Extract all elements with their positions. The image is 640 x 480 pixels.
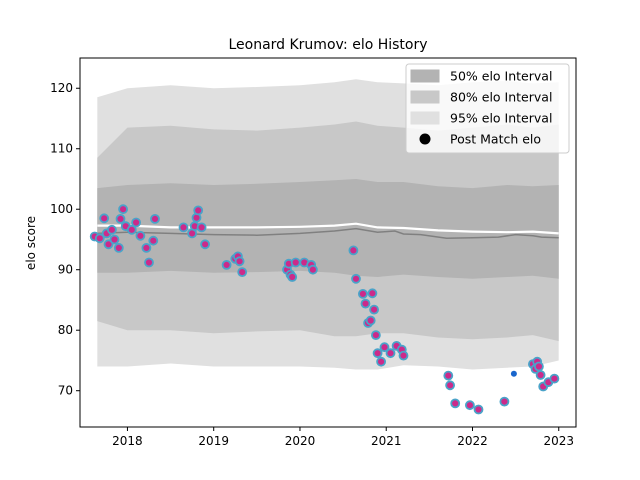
post-match-elo-point: [499, 396, 510, 407]
post-match-elo-point: [115, 213, 126, 224]
chart-title: Leonard Krumov: elo History: [228, 37, 427, 53]
band-50-interval: [97, 179, 559, 279]
legend-label: 80% elo Interval: [450, 90, 552, 105]
post-match-elo-point: [109, 234, 120, 245]
y-tick-label: 80: [58, 323, 73, 337]
x-tick-label: 2018: [112, 434, 143, 448]
post-match-elo-point: [348, 245, 359, 256]
post-match-elo-point: [450, 398, 461, 409]
legend-label: 95% elo Interval: [450, 111, 552, 126]
post-match-elo-point: [365, 315, 376, 326]
post-match-elo-point: [150, 213, 160, 224]
y-tick-label: 100: [50, 202, 73, 216]
plot-area: 2018 2019 2020 2021 2022 2023 70 80 90 100 110 120 5…: [50, 57, 577, 448]
legend: 50% elo Interval 80% elo Interval 95% elo …: [405, 63, 570, 154]
post-match-elo-point: [221, 259, 232, 270]
post-match-elo-point: [372, 348, 383, 359]
post-match-elo-point: [534, 361, 544, 372]
post-match-elo-point: [135, 230, 146, 241]
post-match-elo-point: [144, 257, 154, 268]
mean-elo-line: [97, 227, 559, 240]
post-match-elo-point: [148, 235, 159, 246]
post-match-elo-point: [473, 404, 484, 415]
x-tick-label: 2022: [457, 434, 488, 448]
post-match-elo-point: [141, 242, 152, 253]
post-match-elo-point: [99, 213, 110, 224]
post-match-elo-point: [360, 298, 371, 309]
y-tick-label: 90: [58, 263, 73, 277]
post-match-elo-point: [357, 288, 368, 299]
post-match-elo-point: [367, 288, 378, 299]
post-match-elo-point: [196, 222, 207, 233]
post-match-elo-point: [290, 257, 301, 268]
post-match-elo-point: [94, 233, 105, 244]
post-match-elo-point: [445, 380, 456, 391]
legend-box: [405, 63, 570, 154]
post-match-elo-point: [369, 304, 380, 315]
x-tick-label: 2020: [285, 434, 316, 448]
legend-swatch: [410, 111, 440, 125]
post-match-elo-point: [131, 217, 142, 228]
post-match-elo-point: [113, 242, 124, 253]
post-match-elo-point: [398, 350, 409, 361]
y-axis-label: elo score: [24, 216, 38, 270]
post-match-elo-point: [307, 264, 318, 275]
post-match-elo-point: [178, 222, 189, 233]
post-match-elo-point: [351, 273, 361, 284]
axes-frame: [79, 57, 577, 428]
legend-swatch: [410, 90, 440, 104]
post-match-elo-point: [107, 224, 117, 235]
y-tick-label: 70: [58, 384, 73, 398]
x-tick-label: 2019: [198, 434, 229, 448]
post-match-elo-point: [379, 342, 390, 353]
x-tick-label: 2021: [371, 434, 402, 448]
post-match-elo-point: [443, 370, 454, 381]
highlighted-elo-point: [510, 370, 517, 377]
post-match-elo-point: [385, 348, 396, 359]
y-tick-label: 110: [50, 142, 73, 156]
legend-swatch: [410, 69, 440, 83]
post-match-elo-point: [370, 330, 381, 341]
legend-marker: [419, 133, 431, 145]
post-match-elo-point: [118, 204, 128, 215]
post-match-elo-point: [535, 370, 546, 380]
legend-label: Post Match elo: [450, 132, 541, 147]
post-match-elo-point: [376, 356, 387, 367]
post-match-elo-point: [200, 239, 211, 250]
post-match-elo-point: [464, 400, 475, 411]
post-match-elo-point: [193, 205, 204, 216]
post-match-elo-point: [126, 224, 137, 235]
post-match-elo-point: [287, 272, 298, 282]
post-match-elo-point: [237, 267, 248, 278]
legend-label: 50% elo Interval: [450, 69, 552, 84]
post-match-elo-point: [234, 256, 245, 267]
x-tick-label: 2023: [543, 434, 574, 448]
y-tick-label: 120: [50, 81, 73, 95]
post-match-elo-point: [549, 373, 560, 384]
